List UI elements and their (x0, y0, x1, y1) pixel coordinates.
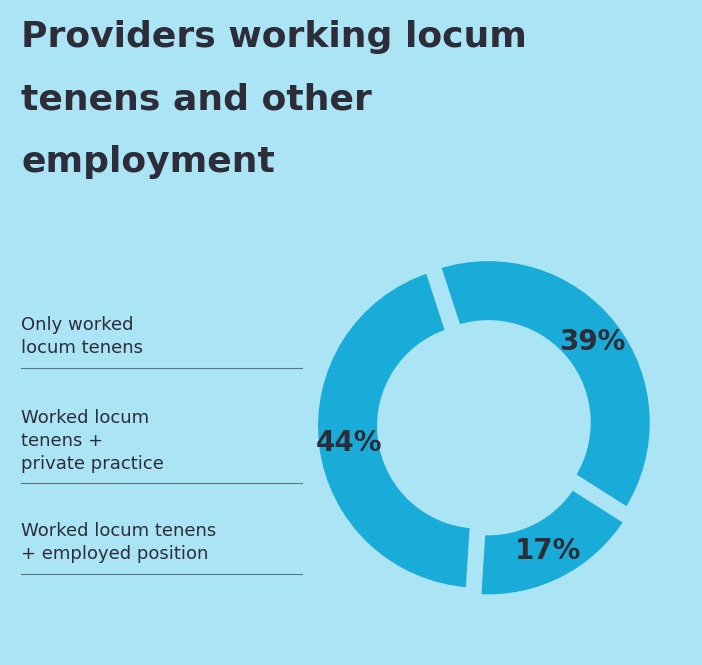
Text: Worked locum
tenens +
private practice: Worked locum tenens + private practice (21, 409, 164, 473)
Wedge shape (478, 486, 628, 598)
Text: Only worked
locum tenens: Only worked locum tenens (21, 316, 143, 357)
Wedge shape (314, 269, 473, 591)
Text: Providers working locum: Providers working locum (21, 20, 527, 54)
Text: tenens and other: tenens and other (21, 82, 372, 116)
Text: 17%: 17% (515, 537, 581, 565)
Text: Worked locum tenens
+ employed position: Worked locum tenens + employed position (21, 522, 216, 563)
Wedge shape (437, 257, 653, 511)
Text: 44%: 44% (315, 429, 382, 457)
Text: employment: employment (21, 145, 275, 179)
Text: 39%: 39% (559, 328, 625, 356)
